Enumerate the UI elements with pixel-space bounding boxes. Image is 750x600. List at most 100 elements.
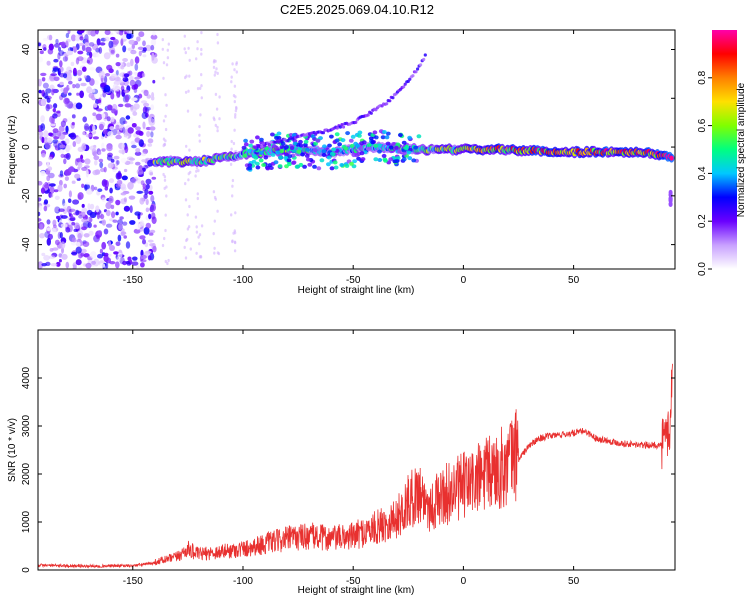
noise-blob [187, 46, 190, 50]
noise-blob [58, 125, 65, 132]
noise-blob [77, 50, 84, 55]
noise-blob [116, 160, 120, 165]
noise-blob [40, 123, 46, 131]
noise-blob [93, 155, 100, 161]
noise-blob [167, 258, 170, 263]
spectrogram-panel: -150 -100 -50 0 50 40 20 0 -20 -40 Height of stra… [7, 29, 676, 296]
noise-blob [164, 114, 167, 118]
noise-blob [109, 245, 115, 251]
noise-blob [126, 62, 131, 67]
noise-blob [134, 137, 141, 143]
noise-blob [115, 134, 122, 140]
noise-blob [165, 63, 169, 67]
band-point [350, 134, 356, 139]
band-point [669, 155, 674, 161]
noise-blob [40, 187, 46, 194]
noise-blob [111, 65, 116, 70]
noise-blob [59, 170, 64, 177]
noise-blob [66, 47, 71, 51]
noise-blob [107, 131, 114, 137]
noise-blob [86, 86, 93, 94]
noise-blob [235, 70, 238, 74]
noise-blob [104, 75, 108, 84]
noise-blob [148, 190, 154, 195]
noise-blob [166, 261, 169, 266]
noise-blob [80, 82, 87, 87]
band-point [312, 164, 317, 169]
noise-blob [69, 265, 74, 269]
noise-blob [73, 222, 80, 230]
noise-blob [115, 62, 121, 67]
noise-blob [195, 166, 199, 170]
noise-blob [71, 237, 77, 243]
noise-blob [62, 202, 68, 210]
noise-blob [130, 49, 137, 55]
noise-blob [92, 136, 99, 140]
noise-blob [77, 146, 85, 152]
snr-marks [38, 363, 673, 569]
noise-blob [52, 128, 59, 134]
noise-blob [86, 60, 91, 64]
noise-blob [118, 149, 126, 154]
noise-blob [136, 178, 141, 184]
noise-blob [186, 227, 190, 231]
noise-blob [184, 90, 188, 94]
y-tick-label: 2000 [21, 462, 32, 485]
noise-blob [199, 254, 202, 259]
noise-blob [105, 210, 111, 217]
noise-blob [38, 56, 44, 63]
noise-blob [43, 130, 49, 139]
noise-blob [164, 213, 167, 217]
branch-point [341, 125, 346, 129]
noise-blob [214, 197, 217, 201]
noise-blob [137, 46, 144, 50]
noise-blob [102, 90, 107, 98]
noise-blob [89, 203, 95, 210]
noise-blob [218, 95, 221, 99]
noise-blob [75, 259, 82, 266]
noise-blob [100, 94, 105, 98]
snr-y-axis-label: SNR (10 * v/v) [7, 418, 18, 482]
noise-blob [53, 224, 57, 228]
noise-blob [52, 108, 56, 113]
noise-blob [124, 94, 130, 103]
noise-blob [93, 186, 98, 191]
band-point [302, 164, 307, 169]
noise-blob [140, 254, 147, 260]
noise-blob [147, 138, 154, 144]
branch-point [354, 120, 358, 124]
noise-blob [60, 120, 66, 127]
noise-blob [57, 184, 63, 192]
noise-blob [121, 175, 128, 181]
noise-blob [99, 42, 106, 46]
noise-blob [83, 75, 88, 79]
noise-blob [80, 252, 85, 257]
noise-blob [122, 126, 126, 134]
noise-blob [150, 104, 155, 111]
noise-blob [88, 42, 95, 47]
noise-blob [38, 89, 42, 94]
noise-blob [150, 204, 155, 211]
band-point [337, 142, 342, 147]
noise-blob [98, 151, 102, 155]
noise-blob [116, 93, 120, 98]
noise-blob [82, 116, 87, 123]
noise-blob [87, 203, 91, 211]
noise-blob [43, 47, 47, 51]
noise-blob [88, 125, 93, 133]
branch-point [408, 77, 412, 81]
band-point [377, 158, 383, 162]
band-point [339, 163, 345, 167]
noise-blob [231, 62, 234, 66]
noise-blob [133, 228, 141, 234]
noise-blob [216, 251, 220, 255]
band-point [384, 135, 390, 140]
noise-blob [93, 80, 99, 85]
noise-blob [59, 232, 63, 239]
noise-blob [38, 218, 42, 222]
noise-blob [99, 161, 104, 169]
noise-blob [81, 207, 88, 214]
noise-blob [119, 216, 124, 220]
noise-blob [231, 184, 234, 188]
noise-blob [135, 148, 141, 153]
